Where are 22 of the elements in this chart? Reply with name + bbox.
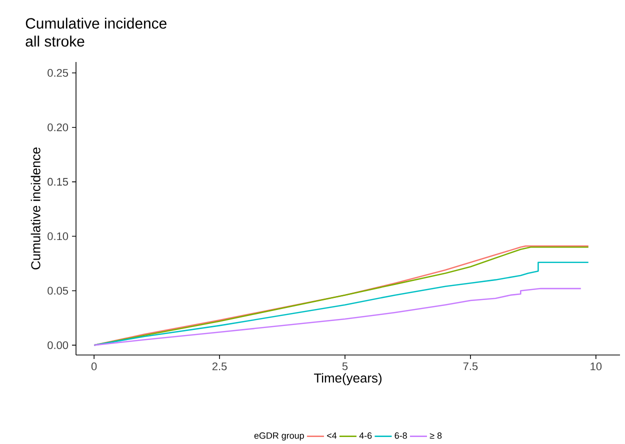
y-axis-title: Cumulative incidence (30, 147, 40, 270)
legend-title: eGDR group (254, 432, 304, 440)
x-tick-label: 10 (590, 362, 602, 370)
y-tick-label: 0.15 (48, 178, 68, 186)
y-tick-label: 0.25 (48, 68, 68, 77)
y-tick-label: 0.05 (48, 286, 68, 295)
y-tick-label: 0.20 (48, 123, 68, 132)
x-tick-label: 5 (342, 362, 348, 370)
legend-label: <4 (327, 432, 337, 439)
y-tick-label: 0.10 (48, 232, 68, 240)
legend-label: 6-8 (394, 432, 407, 439)
chart-subtitle: all stroke (26, 36, 84, 47)
x-tick-label: 7.5 (463, 362, 478, 370)
y-tick-label: 0.00 (48, 341, 68, 349)
legend-label: 4-6 (359, 432, 372, 439)
chart-title: Cumulative incidence (26, 18, 166, 29)
x-axis-title: Time(years) (314, 373, 382, 386)
x-tick-label: 2.5 (212, 362, 227, 370)
x-tick-label: 0 (91, 362, 97, 370)
legend-label: ≥ 8 (430, 432, 442, 439)
line-series (93, 262, 590, 346)
line-series (93, 288, 582, 346)
